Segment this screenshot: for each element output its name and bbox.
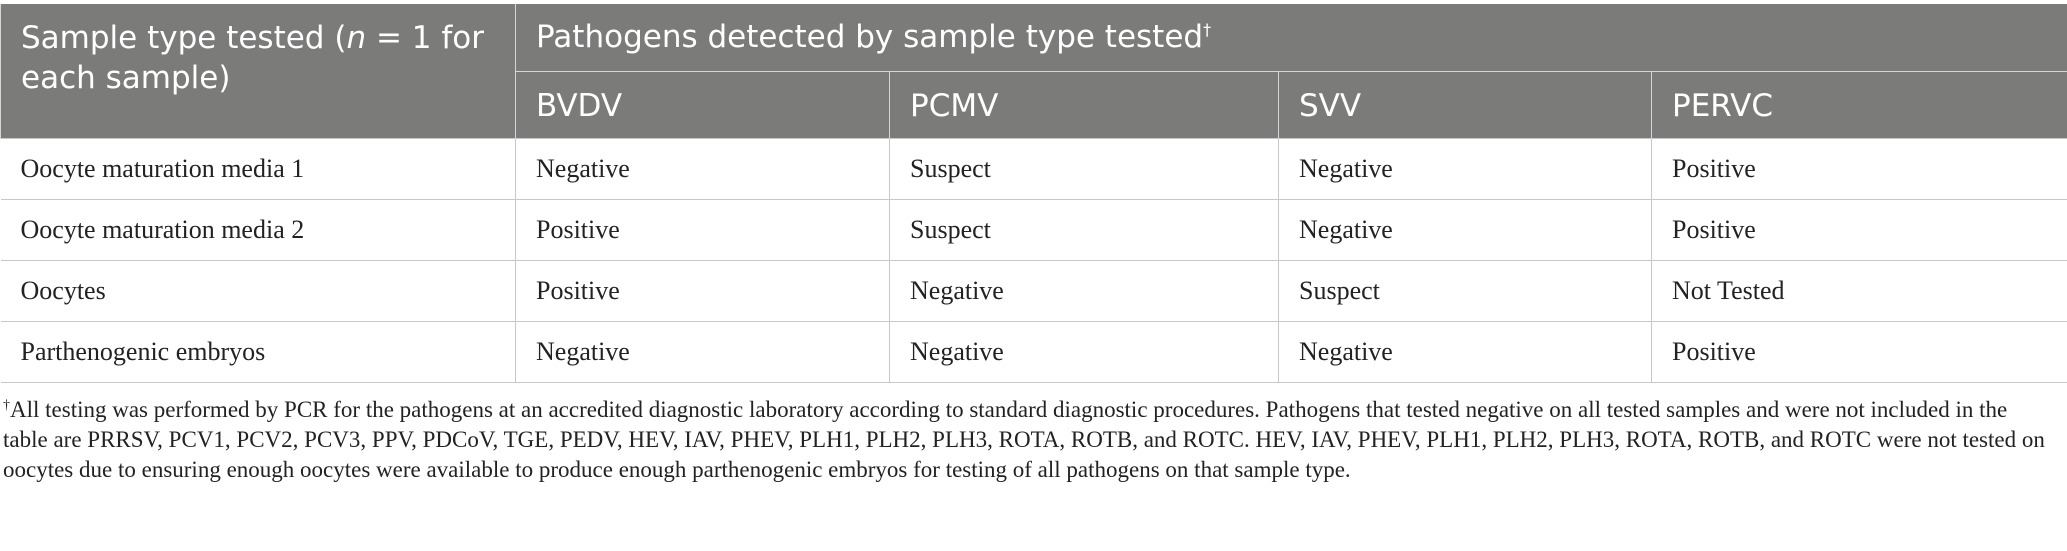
result-cell: Suspect — [889, 198, 1279, 261]
group-header: Pathogens detected by sample type tested… — [514, 4, 2067, 72]
stub-header-suffix: = 1 for each sample) — [21, 20, 484, 96]
result-cell: Negative — [515, 320, 890, 383]
footnote-text: All testing was performed by PCR for the… — [3, 397, 2045, 482]
column-header-svv: SVV — [1278, 71, 1652, 138]
table-body: Oocyte maturation media 1 Negative Suspe… — [0, 137, 2067, 383]
stub-header: Sample type tested (n = 1 for each sampl… — [0, 4, 516, 138]
table-header: Sample type tested (n = 1 for each sampl… — [0, 4, 2067, 138]
table-row: Oocyte maturation media 2 Positive Suspe… — [0, 198, 2067, 261]
table-row: Oocytes Positive Negative Suspect Not Te… — [0, 259, 2067, 322]
stub-header-prefix: Sample type tested ( — [21, 20, 347, 56]
sample-cell: Oocyte maturation media 2 — [0, 198, 516, 261]
footnote-mark: † — [3, 398, 10, 413]
table-row: Oocyte maturation media 1 Negative Suspe… — [0, 137, 2067, 200]
result-cell: Negative — [889, 320, 1279, 383]
column-header-pcmv: PCMV — [889, 71, 1279, 138]
column-header-bvdv: BVDV — [515, 71, 890, 138]
sample-cell: Parthenogenic embryos — [0, 320, 516, 383]
result-cell: Not Tested — [1650, 259, 2067, 322]
result-cell: Suspect — [889, 137, 1279, 200]
header-row-columns: BVDV PCMV SVV PERVC — [1, 71, 2067, 138]
result-cell: Negative — [1278, 198, 1652, 261]
header-row-top: Sample type tested (n = 1 for each sampl… — [0, 4, 2067, 138]
sample-cell: Oocytes — [0, 259, 516, 322]
column-header-pervc: PERVC — [1650, 71, 2067, 138]
table-footnote: †All testing was performed by PCR for th… — [3, 395, 2048, 485]
group-header-text: Pathogens detected by sample type tested — [536, 19, 1204, 55]
result-cell: Negative — [1278, 137, 1652, 200]
result-cell: Suspect — [1278, 259, 1652, 322]
stub-header-n: n — [346, 20, 367, 56]
result-cell: Positive — [515, 259, 890, 322]
group-header-mark: † — [1203, 20, 1212, 39]
sample-cell: Oocyte maturation media 1 — [0, 137, 516, 200]
result-cell: Positive — [1650, 320, 2067, 383]
result-cell: Negative — [1278, 320, 1652, 383]
table-row: Parthenogenic embryos Negative Negative … — [0, 320, 2067, 383]
result-cell: Positive — [1650, 137, 2067, 200]
result-cell: Negative — [515, 137, 890, 200]
pathogen-table: Sample type tested (n = 1 for each sampl… — [0, 4, 2067, 383]
result-cell: Positive — [515, 198, 890, 261]
result-cell: Negative — [889, 259, 1279, 322]
result-cell: Positive — [1650, 198, 2067, 261]
